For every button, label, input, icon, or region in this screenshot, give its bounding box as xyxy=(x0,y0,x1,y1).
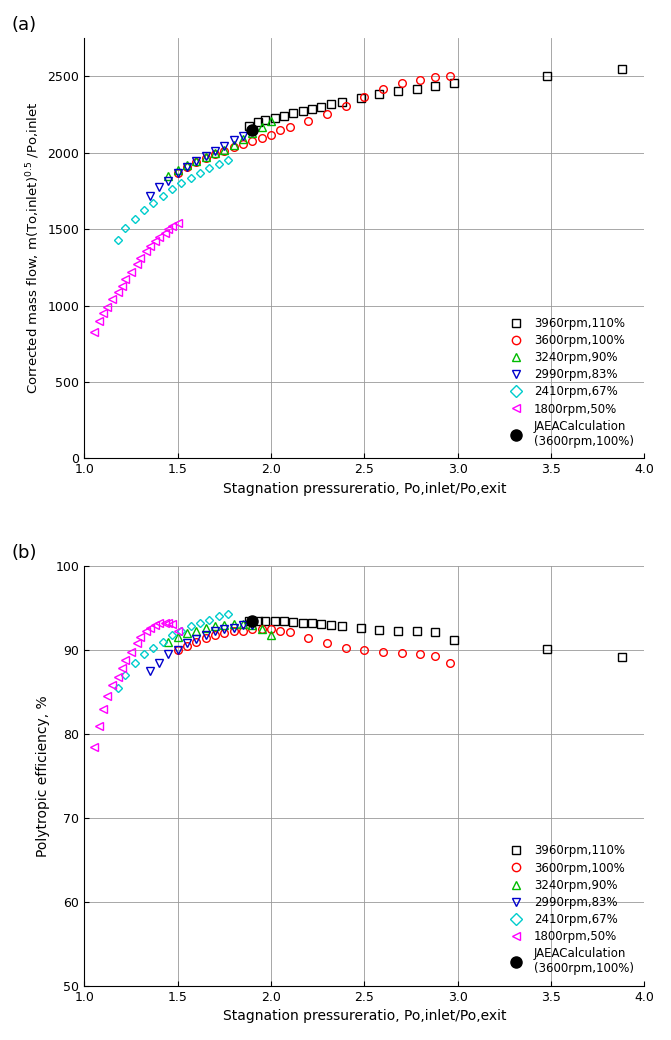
Legend: 3960rpm,110%, 3600rpm,100%, 3240rpm,90%, 2990rpm,83%, 2410rpm,67%, 1800rpm,50%, : 3960rpm,110%, 3600rpm,100%, 3240rpm,90%,… xyxy=(499,839,639,980)
Text: (a): (a) xyxy=(11,16,37,34)
Legend: 3960rpm,110%, 3600rpm,100%, 3240rpm,90%, 2990rpm,83%, 2410rpm,67%, 1800rpm,50%, : 3960rpm,110%, 3600rpm,100%, 3240rpm,90%,… xyxy=(499,312,639,452)
Y-axis label: Corrected mass flow, m(To,inlet)$^{0.5}$ /Po,inlet: Corrected mass flow, m(To,inlet)$^{0.5}$… xyxy=(24,102,42,394)
Y-axis label: Polytropic efficiency, %: Polytropic efficiency, % xyxy=(36,695,50,857)
X-axis label: Stagnation pressureratio, Po,inlet/Po,exit: Stagnation pressureratio, Po,inlet/Po,ex… xyxy=(223,482,506,496)
Text: (b): (b) xyxy=(11,544,37,562)
X-axis label: Stagnation pressureratio, Po,inlet/Po,exit: Stagnation pressureratio, Po,inlet/Po,ex… xyxy=(223,1010,506,1023)
